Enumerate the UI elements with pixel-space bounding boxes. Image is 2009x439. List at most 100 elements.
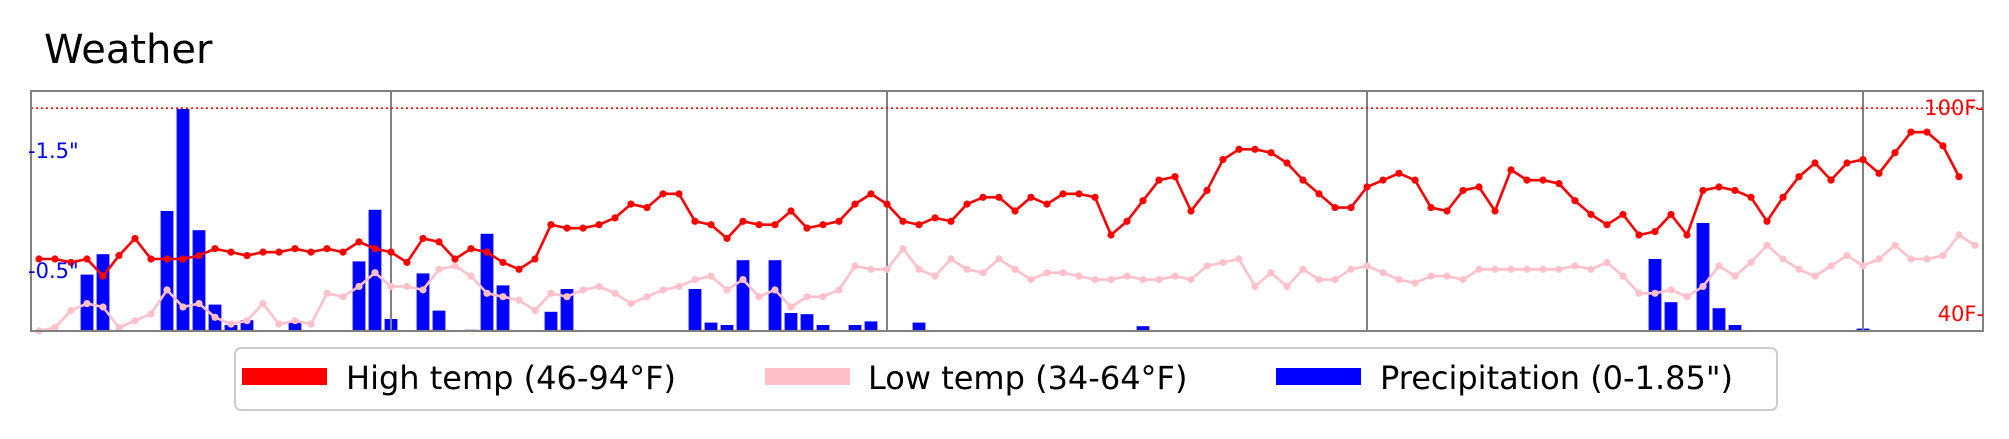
low-temp-point (787, 303, 795, 311)
low-temp-point (1955, 231, 1963, 239)
high-temp-point (179, 255, 187, 263)
high-temp-point (1027, 193, 1035, 201)
low-temp-point (1491, 265, 1499, 273)
low-temp-point (979, 269, 987, 277)
low-temp-point (195, 299, 203, 308)
high-temp-point (1059, 190, 1067, 198)
low-temp-point (803, 293, 811, 301)
high-temp-point (1475, 183, 1483, 191)
high-temp-point (1587, 210, 1595, 219)
low-temp-point (1923, 255, 1931, 263)
high-temp-point (931, 214, 939, 222)
low-temp-point (627, 299, 635, 308)
precipitation-bar (176, 109, 190, 331)
low-temp-point (1939, 251, 1947, 260)
high-temp-point (1715, 183, 1723, 191)
high-temp-point (1459, 186, 1467, 195)
high-temp-point (1523, 176, 1531, 184)
low-temp-point (819, 293, 827, 301)
high-temp-point (755, 221, 763, 229)
high-temp-point (1219, 155, 1227, 164)
low-temp-point (883, 265, 891, 273)
low-temp-point (739, 275, 747, 284)
high-temp-point (611, 214, 619, 222)
low-temp-point (1091, 275, 1099, 284)
low-temp-point (1443, 272, 1451, 280)
precipitation-bars (80, 109, 1870, 331)
high-temp-point (195, 251, 203, 260)
plot-frame (30, 90, 1984, 332)
low-temp-point (1859, 262, 1867, 270)
high-temp-point (1443, 207, 1451, 215)
low-temp-point (1635, 289, 1643, 297)
high-temp-point (227, 248, 235, 256)
high-temp-point (51, 255, 59, 263)
low-temp-point (963, 265, 971, 273)
high-temp-point (1043, 200, 1051, 208)
low-temp-point (51, 323, 59, 332)
low-temp-point (387, 282, 395, 291)
low-temp-point (1843, 251, 1851, 260)
high-temp-point (1203, 186, 1211, 195)
high-temp-point (163, 255, 171, 263)
high-temp-point (1779, 193, 1787, 201)
low-temp-point (675, 282, 683, 291)
precipitation-bar (848, 325, 862, 331)
low-temp-point (899, 245, 907, 253)
high-temp-point (1107, 231, 1115, 239)
high-temp-point (435, 238, 443, 246)
high-temp-point (1331, 203, 1339, 212)
high-temp-point (883, 200, 891, 208)
high-temp-point (1283, 159, 1291, 167)
month-separators (390, 91, 1864, 331)
legend-swatch-high-temp (242, 368, 327, 385)
low-temp-point (1619, 272, 1627, 280)
high-temp-point (1939, 142, 1947, 150)
high-temp-point (1171, 173, 1179, 181)
precipitation-bar (784, 313, 798, 331)
low-temp-point (1411, 279, 1419, 287)
low-temp-point (355, 282, 363, 291)
low-temp-point (1187, 275, 1195, 284)
high-temp-point (1363, 183, 1371, 191)
right-tick-label: 100F- (1924, 96, 1984, 120)
precipitation-bar (480, 233, 494, 331)
high-temp-point (579, 224, 587, 232)
legend-label-precipitation: Precipitation (0-1.85") (1380, 359, 1733, 397)
high-temp-point (1075, 190, 1083, 198)
left-tick-label: -0.5" (28, 259, 79, 283)
high-temp-point (1683, 231, 1691, 239)
low-temp-point (1107, 275, 1115, 284)
high-temp-point (723, 234, 731, 243)
high-temp-point (1875, 169, 1883, 177)
low-temp-point (1603, 258, 1611, 267)
low-temp-point (1667, 286, 1675, 294)
high-temp-point (771, 221, 779, 229)
chart-title: Weather (44, 27, 213, 73)
high-temp-point (275, 248, 283, 256)
high-temp-point (1123, 217, 1131, 225)
low-temp-point (1123, 272, 1131, 280)
high-temp-point (1747, 193, 1755, 201)
low-temp-point (995, 255, 1003, 263)
low-temp-point (179, 303, 187, 311)
low-temp-point (1795, 265, 1803, 273)
low-temp-point (1507, 265, 1515, 273)
high-temp-point (1235, 145, 1243, 153)
low-temp-point (1139, 275, 1147, 284)
low-temp-point (531, 306, 539, 315)
high-temp-point (1187, 207, 1195, 215)
low-temp-point (1699, 282, 1707, 291)
low-temp-point (1203, 262, 1211, 270)
low-temp-point (483, 289, 491, 297)
low-temp-point (1155, 275, 1163, 284)
high-temp-point (627, 200, 635, 208)
precipitation-bar (864, 321, 878, 331)
low-temp-point (547, 289, 555, 297)
high-temp-point (1571, 197, 1579, 205)
low-temp-point (1475, 265, 1483, 273)
low-temp-point (1731, 272, 1739, 280)
precipitation-bar (288, 322, 302, 331)
low-temp-point (467, 272, 475, 280)
